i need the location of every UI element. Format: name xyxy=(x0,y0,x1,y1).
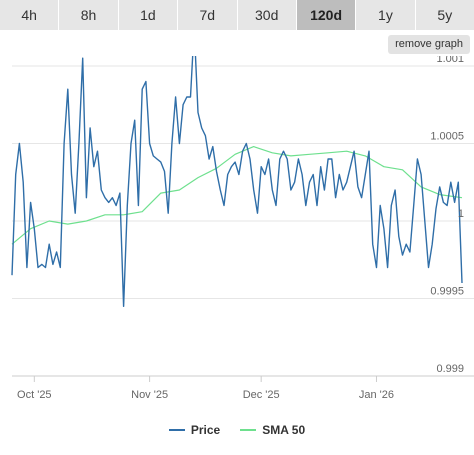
y-tick-label: 0.999 xyxy=(436,363,464,375)
x-tick-label: Oct '25 xyxy=(17,389,52,401)
x-tick-label: Dec '25 xyxy=(243,389,280,401)
x-tick-label: Jan '26 xyxy=(359,389,394,401)
tab-1y[interactable]: 1y xyxy=(356,0,416,30)
sma-50-line xyxy=(11,145,463,245)
x-tick-label: Nov '25 xyxy=(131,389,168,401)
price-line xyxy=(11,56,463,308)
legend-item-sma[interactable]: SMA 50 xyxy=(240,423,305,437)
chart-legend: Price SMA 50 xyxy=(0,420,474,440)
tab-7d[interactable]: 7d xyxy=(178,0,238,30)
tab-8h[interactable]: 8h xyxy=(59,0,119,30)
tab-4h[interactable]: 4h xyxy=(0,0,60,30)
legend-item-price[interactable]: Price xyxy=(168,423,221,437)
price-swatch xyxy=(168,429,185,431)
y-tick-label: 0.9995 xyxy=(430,286,464,298)
x-axis: Oct '25 Nov '25 Dec '25 Jan '26 xyxy=(17,376,394,401)
series-lines xyxy=(11,56,463,308)
y-tick-label: 1.001 xyxy=(436,56,464,65)
y-tick-label: 1 xyxy=(458,208,464,220)
tab-1d[interactable]: 1d xyxy=(118,0,179,30)
remove-graph-button[interactable]: remove graph xyxy=(388,35,470,54)
tab-120d[interactable]: 120d xyxy=(296,0,357,30)
tab-30d[interactable]: 30d xyxy=(237,0,297,30)
timeframe-tabs: 4h 8h 1d 7d 30d 120d 1y 5y xyxy=(0,0,474,30)
y-tick-label: 1.0005 xyxy=(430,131,464,143)
price-chart: Oct '25 Nov '25 Dec '25 Jan '26 0.999 0.9995… xyxy=(11,56,474,401)
sma-swatch xyxy=(240,429,257,431)
legend-label-sma: SMA 50 xyxy=(262,423,306,437)
tab-5y[interactable]: 5y xyxy=(415,0,474,30)
y-axis-labels: 0.999 0.9995 1 1.0005 1.001 xyxy=(430,56,464,375)
legend-label-price: Price xyxy=(190,423,221,437)
grid-lines xyxy=(12,65,474,377)
